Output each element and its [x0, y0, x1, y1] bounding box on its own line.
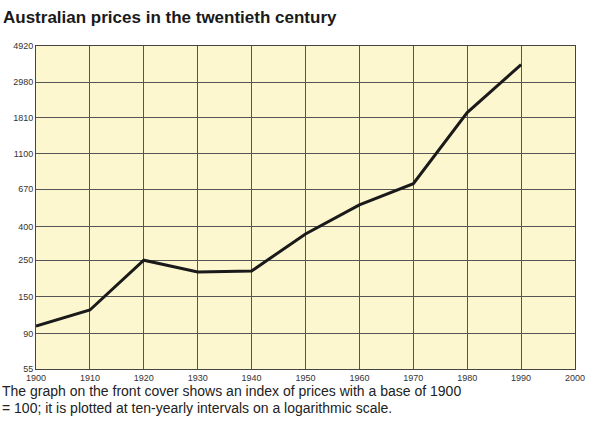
- svg-text:1900: 1900: [26, 373, 46, 383]
- svg-text:55: 55: [23, 364, 33, 374]
- svg-text:1100: 1100: [14, 149, 33, 159]
- svg-text:1940: 1940: [242, 373, 262, 383]
- svg-text:1950: 1950: [295, 373, 315, 383]
- svg-text:1910: 1910: [80, 373, 100, 383]
- svg-text:4920: 4920: [13, 41, 33, 51]
- svg-text:90: 90: [23, 329, 33, 339]
- svg-text:1980: 1980: [457, 373, 477, 383]
- svg-text:1970: 1970: [403, 373, 423, 383]
- html-text:The graph on the front cover s: The graph on the front cover shows an in…: [2, 383, 462, 416]
- svg-text:1990: 1990: [511, 373, 531, 383]
- svg-text:400: 400: [18, 222, 33, 232]
- svg-text:1960: 1960: [349, 373, 369, 383]
- svg-text:Australian prices in the twent: Australian prices in the twentieth centu…: [3, 8, 337, 27]
- svg-text:1920: 1920: [134, 373, 154, 383]
- svg-text:1930: 1930: [188, 373, 208, 383]
- svg-text:1810: 1810: [13, 113, 33, 123]
- svg-text:250: 250: [18, 255, 33, 265]
- svg-text:2000: 2000: [565, 373, 585, 383]
- svg-text:150: 150: [18, 292, 33, 302]
- svg-text:670: 670: [18, 184, 33, 194]
- svg-text:2980: 2980: [13, 77, 33, 87]
